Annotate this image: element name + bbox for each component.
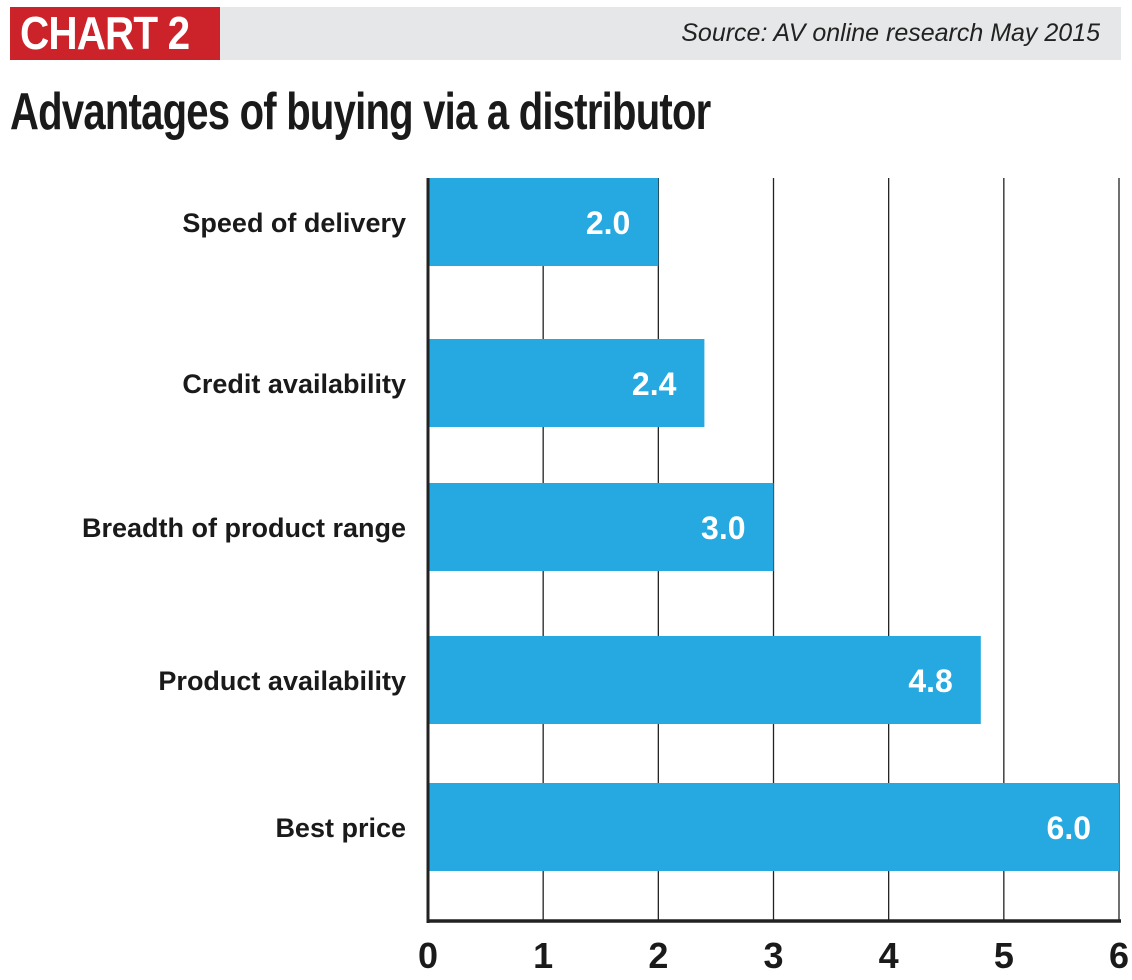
category-label: Product availability: [158, 666, 406, 696]
category-label: Speed of delivery: [182, 208, 406, 238]
x-tick-label: 0: [418, 935, 438, 976]
data-label: 3.0: [701, 510, 745, 546]
bar: [428, 339, 705, 427]
x-tick-label: 6: [1109, 935, 1129, 976]
data-label: 2.0: [586, 205, 630, 241]
data-label: 2.4: [632, 366, 677, 402]
bar: [428, 783, 1119, 871]
data-label: 4.8: [908, 663, 952, 699]
category-label: Best price: [275, 813, 406, 843]
x-tick-label: 4: [879, 935, 899, 976]
x-tick-label: 5: [994, 935, 1014, 976]
source-note: Source: AV online research May 2015: [681, 19, 1100, 47]
x-tick-label: 2: [648, 935, 668, 976]
bar: [428, 178, 659, 266]
chart-badge-text: CHART 2: [20, 7, 190, 59]
data-label: 6.0: [1047, 810, 1091, 846]
category-label: Credit availability: [182, 369, 406, 399]
x-tick-label: 1: [533, 935, 553, 976]
chart-title: Advantages of buying via a distributor: [10, 83, 711, 141]
x-tick-label: 3: [763, 935, 783, 976]
category-label: Breadth of product range: [82, 513, 406, 543]
bar: [428, 636, 981, 724]
chart-badge: CHART 2: [10, 7, 220, 60]
bar: [428, 483, 774, 571]
